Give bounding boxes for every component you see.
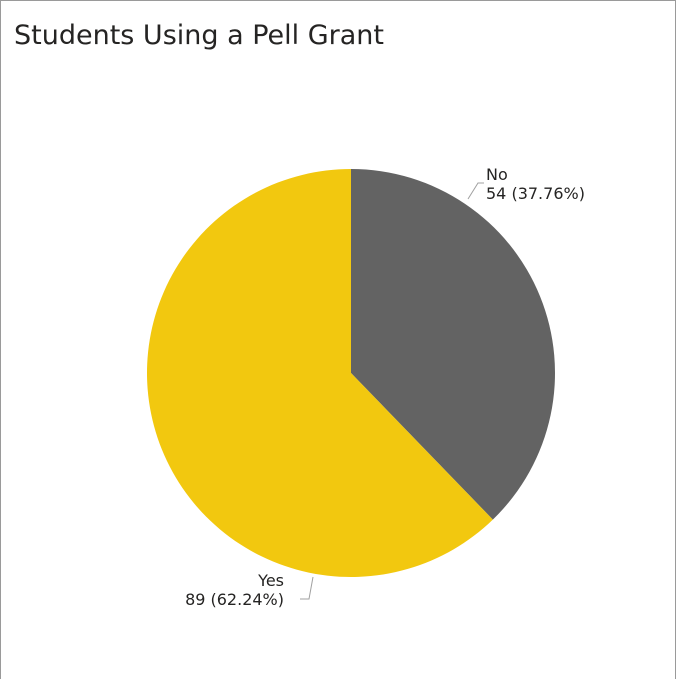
chart-title: Students Using a Pell Grant [14,20,385,51]
leader-line-yes [300,576,314,600]
leader-line-no [467,182,484,200]
pie-slices [147,169,556,577]
pie-slice-yes[interactable] [147,169,493,577]
slice-label-yes: Yes [257,571,284,590]
pie-slice-no[interactable] [351,169,556,520]
slice-value-no: 54 (37.76%) [486,184,585,203]
slice-value-yes: 89 (62.24%) [185,590,284,609]
leader-lines [300,182,484,600]
slice-label-no: No [486,165,508,184]
